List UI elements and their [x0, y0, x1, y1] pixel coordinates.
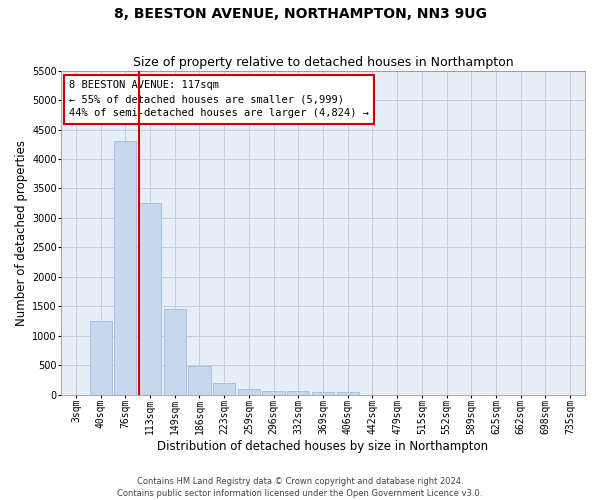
Text: 8, BEESTON AVENUE, NORTHAMPTON, NN3 9UG: 8, BEESTON AVENUE, NORTHAMPTON, NN3 9UG: [113, 8, 487, 22]
Bar: [114, 142, 136, 394]
Bar: [262, 391, 285, 394]
Bar: [312, 392, 334, 394]
Bar: [139, 203, 161, 394]
Bar: [164, 309, 186, 394]
Bar: [89, 321, 112, 394]
X-axis label: Distribution of detached houses by size in Northampton: Distribution of detached houses by size …: [157, 440, 488, 452]
Bar: [188, 366, 211, 394]
Text: Contains HM Land Registry data © Crown copyright and database right 2024.
Contai: Contains HM Land Registry data © Crown c…: [118, 476, 482, 498]
Bar: [287, 392, 310, 394]
Title: Size of property relative to detached houses in Northampton: Size of property relative to detached ho…: [133, 56, 514, 70]
Text: 8 BEESTON AVENUE: 117sqm
← 55% of detached houses are smaller (5,999)
44% of sem: 8 BEESTON AVENUE: 117sqm ← 55% of detach…: [69, 80, 369, 118]
Bar: [337, 392, 359, 394]
Y-axis label: Number of detached properties: Number of detached properties: [15, 140, 28, 326]
Bar: [238, 389, 260, 394]
Bar: [213, 383, 235, 394]
